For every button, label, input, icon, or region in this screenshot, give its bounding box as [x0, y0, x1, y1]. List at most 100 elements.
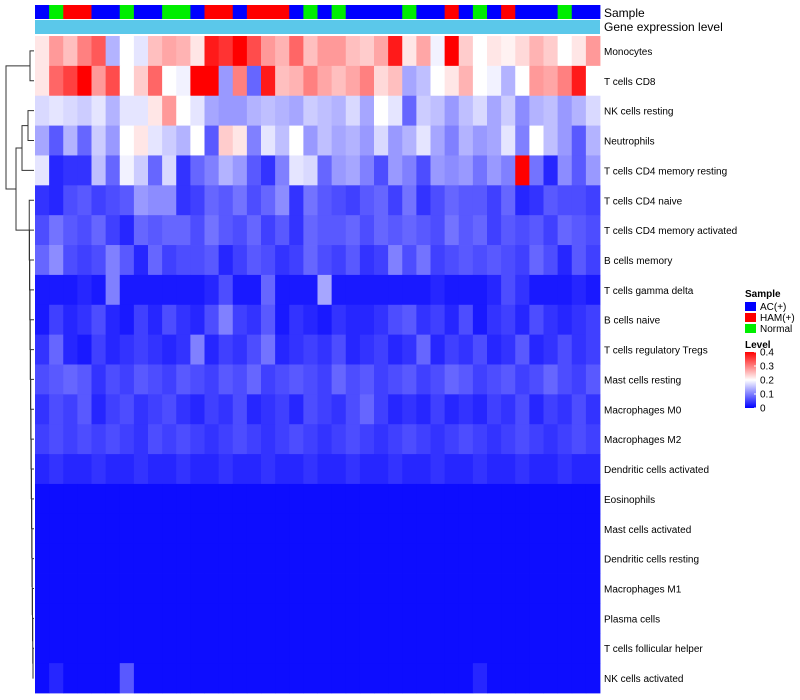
heatmap-cell — [359, 603, 375, 634]
heatmap-cell — [49, 155, 64, 186]
heatmap-cell — [529, 513, 544, 545]
heatmap-cell — [430, 513, 446, 545]
heatmap-cell — [204, 364, 220, 395]
heatmap-cell — [133, 364, 149, 395]
heatmap-cell — [176, 663, 191, 694]
heatmap-cell — [317, 155, 333, 186]
heatmap-cell — [218, 573, 234, 604]
heatmap-cell — [402, 304, 417, 336]
heatmap-cell — [91, 245, 107, 276]
heatmap-cell — [416, 513, 431, 545]
heatmap-cell — [359, 304, 375, 336]
heatmap-cell — [317, 65, 333, 97]
heatmap-cell — [91, 95, 107, 126]
heatmap-cell — [529, 155, 544, 186]
heatmap-cell — [119, 95, 135, 126]
heatmap-cell — [218, 663, 234, 694]
heatmap-cell — [119, 274, 135, 306]
heatmap-cell — [77, 95, 92, 126]
heatmap-cell — [63, 185, 78, 216]
heatmap-cell — [359, 424, 375, 455]
heatmap-cell — [444, 215, 460, 246]
heatmap-cell — [444, 245, 460, 276]
heatmap-cell — [35, 65, 50, 97]
heatmap-cell — [190, 155, 205, 186]
row-label: NK cells activated — [604, 674, 683, 685]
heatmap-cell — [317, 424, 333, 455]
heatmap-cell — [416, 334, 431, 365]
heatmap-cell — [585, 274, 601, 306]
heatmap-cell — [148, 454, 163, 485]
annotation-label-gene-expression: Gene expression level — [604, 20, 723, 34]
heatmap-cell — [571, 364, 587, 395]
heatmap-cell — [359, 215, 375, 246]
heatmap-cell — [557, 274, 573, 306]
heatmap-cell — [359, 454, 375, 485]
heatmap-cell — [374, 543, 389, 574]
heatmap-cell — [218, 245, 234, 276]
heatmap-cell — [303, 573, 318, 604]
heatmap-cell — [303, 185, 318, 216]
heatmap-cell — [303, 125, 318, 156]
heatmap-cell — [487, 603, 502, 634]
heatmap-cell — [246, 543, 262, 574]
level-legend-tick-label: 0.2 — [760, 376, 774, 387]
heatmap-cell — [585, 424, 601, 455]
heatmap-cell — [515, 543, 530, 574]
sample-legend: Sample AC(+) HAM(+) Normal — [745, 289, 795, 335]
heatmap-cell — [388, 543, 403, 574]
level-legend-tick-label: 0.1 — [760, 390, 774, 401]
heatmap-cell — [458, 573, 474, 604]
heatmap-cell — [218, 274, 234, 306]
heatmap-cell — [487, 304, 502, 336]
heatmap-cell — [345, 543, 361, 574]
heatmap-cell — [232, 454, 248, 485]
heatmap-cell — [444, 36, 460, 67]
heatmap-cell — [557, 573, 573, 604]
sample-annotation-cell — [303, 5, 318, 19]
heatmap-cell — [190, 245, 205, 276]
heatmap-cell — [331, 364, 347, 395]
heatmap-cell — [190, 334, 205, 365]
heatmap-cell — [359, 573, 375, 604]
heatmap-cell — [515, 454, 530, 485]
heatmap-cell — [232, 125, 248, 156]
heatmap-cell — [303, 245, 318, 276]
heatmap-cell — [374, 245, 389, 276]
heatmap-cell — [176, 334, 191, 365]
heatmap-cell — [204, 274, 220, 306]
heatmap-cell — [529, 483, 544, 515]
heatmap-cell — [204, 573, 220, 604]
heatmap-cell — [303, 364, 318, 395]
heatmap-cell — [246, 454, 262, 485]
heatmap-cell — [416, 364, 431, 395]
heatmap-cell — [402, 513, 417, 545]
heatmap-cell — [275, 573, 290, 604]
heatmap-cell — [585, 215, 601, 246]
heatmap-cell — [303, 543, 318, 574]
heatmap-cell — [218, 483, 234, 515]
heatmap-cell — [91, 454, 107, 485]
heatmap-cell — [444, 364, 460, 395]
heatmap-cell — [77, 245, 92, 276]
heatmap-cell — [133, 513, 149, 545]
heatmap-cell — [232, 334, 248, 365]
heatmap-cell — [388, 215, 403, 246]
heatmap-cell — [331, 483, 347, 515]
heatmap-cell — [402, 364, 417, 395]
sample-annotation-cell — [585, 5, 601, 19]
heatmap-cell — [515, 245, 530, 276]
sample-annotation-bar — [35, 5, 601, 19]
heatmap-cell — [162, 95, 177, 126]
heatmap-cell — [402, 334, 417, 365]
heatmap-cell — [119, 304, 135, 336]
heatmap-cell — [77, 663, 92, 694]
heatmap-cell — [388, 394, 403, 425]
heatmap-cell — [119, 65, 135, 97]
heatmap-cell — [430, 543, 446, 574]
gene-expression-level-bar — [35, 20, 600, 34]
heatmap-cell — [317, 663, 333, 694]
row-label: Eosinophils — [604, 495, 655, 506]
heatmap-cell — [35, 185, 50, 216]
heatmap-cell — [190, 364, 205, 395]
